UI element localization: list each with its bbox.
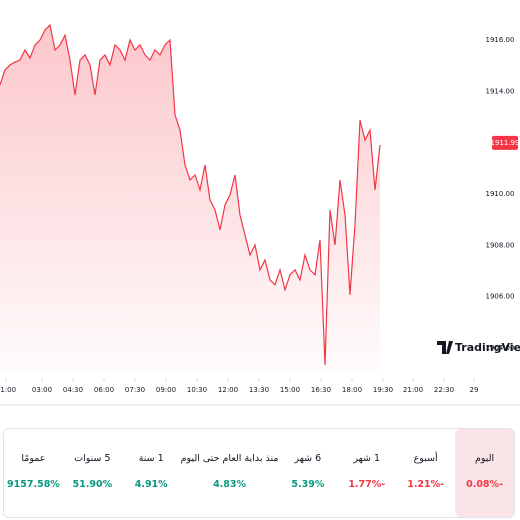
x-tick-label: 18:00 — [342, 386, 362, 394]
x-tick-label: 15:00 — [280, 386, 300, 394]
x-tick-label: 12:00 — [218, 386, 238, 394]
performance-tab[interactable]: منذ بداية العام حتى اليوم 4.83% — [181, 429, 279, 517]
period-change: 5.39% — [291, 479, 325, 490]
x-tick-label: 22:30 — [434, 386, 454, 394]
period-change: 9157.58% — [7, 479, 60, 490]
y-tick-label: 1910.00 — [486, 190, 515, 198]
area-fill — [0, 25, 380, 370]
performance-tab[interactable]: عمومًا 9157.58% — [4, 429, 63, 517]
x-tick-label: 29 — [470, 386, 479, 394]
y-tick-label: 1904.00 — [486, 344, 515, 352]
x-tick-label: 09:00 — [156, 386, 176, 394]
x-tick-label: 10:30 — [187, 386, 207, 394]
y-tick-label: 1914.00 — [486, 87, 515, 95]
price-line — [0, 23, 381, 365]
performance-tab[interactable]: 1 سنة 4.91% — [122, 429, 181, 517]
period-change: 4.83% — [213, 479, 247, 490]
x-tick-label: 06:00 — [94, 386, 114, 394]
logo-text: TradingView — [455, 341, 520, 354]
period-change: 4.91% — [134, 479, 168, 490]
period-label: 5 سنوات — [74, 453, 111, 464]
logo: TradingView — [437, 341, 520, 354]
performance-tab[interactable]: 6 شهر 5.39% — [278, 429, 337, 517]
x-tick-label: 07:30 — [125, 386, 145, 394]
period-label: 1 شهر — [353, 453, 381, 464]
x-tick-label: 16:30 — [311, 386, 331, 394]
period-change: -1.77% — [348, 479, 386, 490]
performance-tab[interactable]: اليوم -0.08% — [455, 429, 514, 517]
performance-tab[interactable]: 5 سنوات 51.90% — [63, 429, 122, 517]
x-tick-label: 13:30 — [249, 386, 269, 394]
period-label: 1 سنة — [138, 453, 164, 464]
period-label: 6 شهر — [294, 453, 322, 464]
x-tick-label: 03:00 — [32, 386, 52, 394]
period-label: عمومًا — [21, 453, 46, 464]
chart: 1916.00 1914.00 1910.00 1908.00 1906.00 1904.… — [0, 23, 520, 406]
period-label: اليوم — [474, 453, 495, 464]
last-price-label: 1911.99 — [491, 139, 520, 147]
x-tick-label: 19:30 — [373, 386, 393, 394]
period-change: 51.90% — [72, 479, 113, 490]
y-tick-label: 1906.00 — [486, 293, 515, 301]
y-tick-label: 1916.00 — [486, 36, 515, 44]
x-tick-label: 01:00 — [0, 386, 16, 394]
performance-panel: اليوم -0.08% أسبوع -1.21% 1 شهر -1.77% 6 شهر 5.… — [3, 428, 515, 518]
x-tick-label: 21:00 — [403, 386, 423, 394]
last-price-box — [492, 135, 518, 150]
period-change: -1.21% — [407, 479, 445, 490]
period-change: -0.08% — [466, 479, 504, 490]
period-label: منذ بداية العام حتى اليوم — [180, 453, 279, 464]
performance-tab[interactable]: 1 شهر -1.77% — [337, 429, 396, 517]
x-tick-label: 04:30 — [63, 386, 83, 394]
performance-tab[interactable]: أسبوع -1.21% — [396, 429, 455, 517]
y-tick-label: 1908.00 — [486, 241, 515, 249]
period-label: أسبوع — [413, 453, 438, 464]
